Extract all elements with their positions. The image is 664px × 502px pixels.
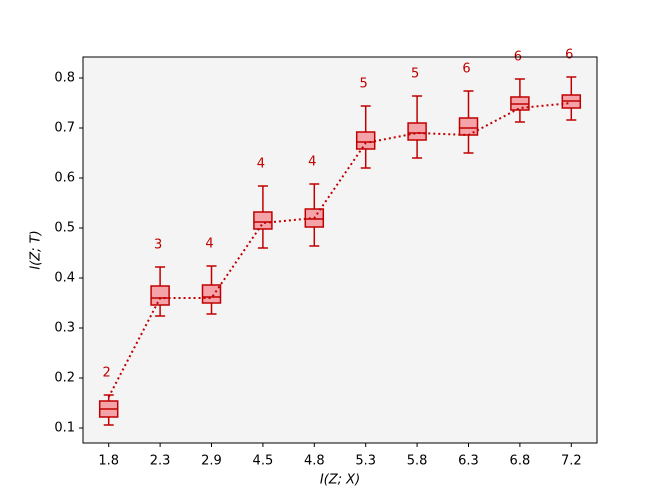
plot-area	[83, 57, 597, 443]
x-tick-label: 4.8	[304, 454, 325, 469]
box	[150, 285, 170, 306]
y-tick-label: 0.4	[54, 271, 75, 286]
x-tick-label: 7.2	[561, 454, 582, 469]
box	[253, 211, 273, 230]
box	[458, 117, 479, 136]
box-label: 5	[360, 77, 368, 92]
x-tick-label: 5.8	[407, 454, 428, 469]
box	[355, 131, 376, 150]
y-tick-label: 0.1	[54, 421, 75, 436]
mean-line	[107, 102, 572, 398]
y-tick-label: 0.7	[54, 121, 75, 136]
x-tick-label: 4.5	[253, 454, 274, 469]
y-tick-label: 0.5	[54, 221, 75, 236]
x-axis-label: I(Z; X)	[320, 473, 360, 488]
y-tick-label: 0.6	[54, 171, 75, 186]
y-axis-label: I(Z; T)	[29, 230, 44, 269]
y-tick-label: 0.3	[54, 321, 75, 336]
x-tick-label: 5.3	[355, 454, 376, 469]
box-label: 4	[257, 157, 265, 172]
box-label: 4	[205, 237, 213, 252]
box	[201, 284, 222, 304]
y-tick-label: 0.2	[54, 371, 75, 386]
x-tick-label: 2.3	[150, 454, 171, 469]
box-label: 2	[103, 366, 111, 381]
plot-frame	[82, 56, 598, 444]
box-label: 5	[411, 67, 419, 82]
x-tick-label: 1.8	[98, 454, 119, 469]
box-label: 6	[462, 62, 470, 77]
x-tick-label: 2.9	[201, 454, 222, 469]
y-tick-label: 0.8	[54, 71, 75, 86]
box-label: 4	[308, 155, 316, 170]
x-tick-label: 6.3	[458, 454, 479, 469]
box-label: 6	[565, 48, 573, 63]
x-tick-label: 6.8	[510, 454, 531, 469]
box-label: 3	[154, 238, 162, 253]
box	[407, 122, 427, 141]
